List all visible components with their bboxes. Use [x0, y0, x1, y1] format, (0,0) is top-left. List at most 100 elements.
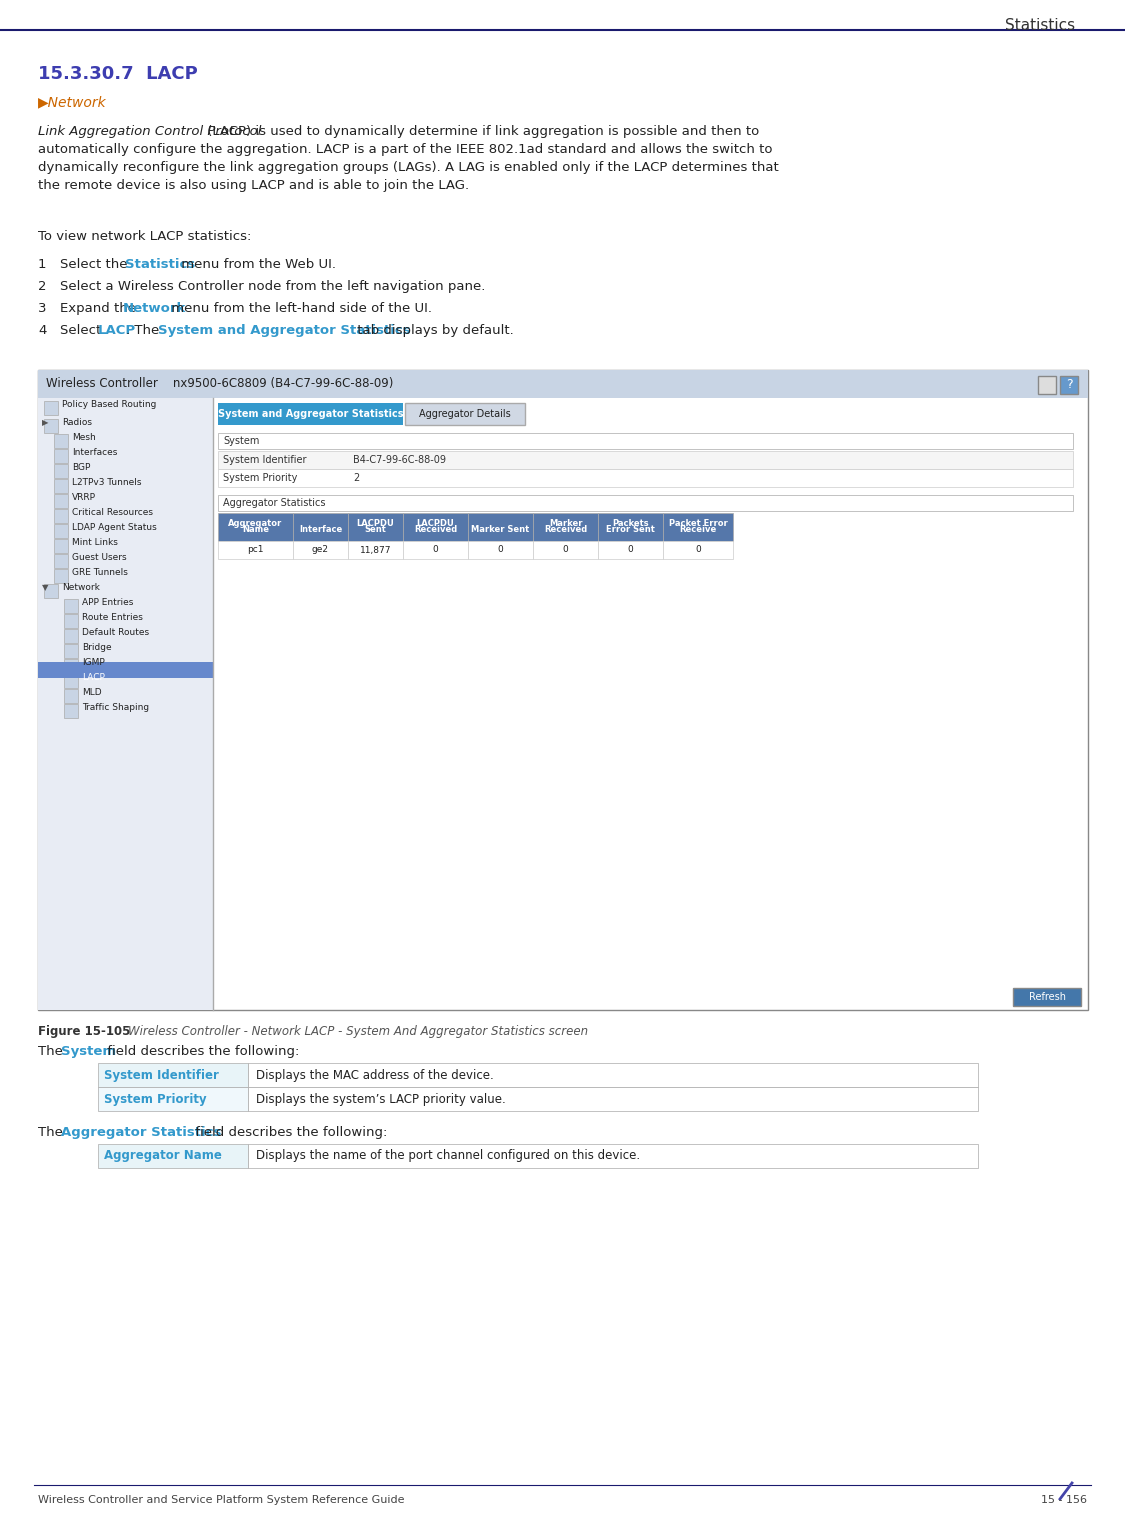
Bar — [403, 540, 468, 559]
Bar — [533, 540, 598, 559]
Text: Critical Resources: Critical Resources — [72, 509, 153, 518]
Text: ge2: ge2 — [312, 545, 328, 554]
Bar — [38, 370, 1088, 1009]
Text: Displays the name of the port channel configured on this device.: Displays the name of the port channel co… — [256, 1149, 640, 1163]
Bar — [248, 1145, 978, 1167]
Text: 0: 0 — [695, 545, 701, 554]
Bar — [468, 540, 533, 559]
Bar — [98, 1145, 248, 1167]
Bar — [44, 419, 58, 433]
Bar — [38, 370, 1088, 398]
Bar — [54, 493, 68, 509]
Text: The: The — [38, 1126, 68, 1138]
Bar — [218, 513, 292, 540]
Text: Wireless Controller    nx9500-6C8809 (B4-C7-99-6C-88-09): Wireless Controller nx9500-6C8809 (B4-C7… — [46, 378, 394, 390]
Text: Network: Network — [62, 583, 100, 592]
Bar — [54, 449, 68, 463]
Text: 4: 4 — [38, 323, 46, 337]
Text: Interfaces: Interfaces — [72, 448, 117, 457]
Text: Displays the system’s LACP priority value.: Displays the system’s LACP priority valu… — [256, 1093, 506, 1105]
Bar — [44, 401, 58, 414]
Bar — [54, 569, 68, 583]
Text: (LACP) is used to dynamically determine if link aggregation is possible and then: (LACP) is used to dynamically determine … — [202, 124, 759, 138]
Text: MLD: MLD — [82, 688, 101, 697]
Bar — [598, 513, 663, 540]
Bar — [64, 628, 78, 644]
Bar — [54, 509, 68, 524]
Bar — [98, 1087, 248, 1111]
Bar — [348, 513, 403, 540]
Text: Wireless Controller and Service Platform System Reference Guide: Wireless Controller and Service Platform… — [38, 1495, 405, 1504]
Bar — [64, 689, 78, 703]
Bar — [64, 704, 78, 718]
Bar — [54, 539, 68, 553]
Text: Aggregator Statistics: Aggregator Statistics — [223, 498, 325, 509]
Text: Aggregator Details: Aggregator Details — [420, 408, 511, 419]
Text: 2: 2 — [38, 279, 46, 293]
Text: ▶Network: ▶Network — [38, 96, 107, 109]
Bar — [218, 451, 1073, 469]
Bar — [403, 513, 468, 540]
Text: Aggregator Statistics: Aggregator Statistics — [61, 1126, 222, 1138]
Text: LACP: LACP — [82, 672, 105, 682]
Text: Select a Wireless Controller node from the left navigation pane.: Select a Wireless Controller node from t… — [60, 279, 485, 293]
Text: Bridge: Bridge — [82, 644, 111, 653]
Bar — [38, 398, 213, 1009]
Text: Statistics: Statistics — [1005, 18, 1076, 33]
Text: Displays the MAC address of the device.: Displays the MAC address of the device. — [256, 1069, 494, 1081]
Text: 3: 3 — [38, 302, 46, 316]
Text: System: System — [223, 436, 260, 446]
Bar — [663, 540, 734, 559]
Bar — [348, 540, 403, 559]
Text: LDAP Agent Status: LDAP Agent Status — [72, 524, 156, 531]
Text: Marker: Marker — [549, 519, 583, 528]
Bar — [218, 433, 1073, 449]
Text: System Priority: System Priority — [104, 1093, 207, 1105]
Text: pc1: pc1 — [248, 545, 263, 554]
Text: 2: 2 — [353, 474, 359, 483]
Bar — [54, 524, 68, 537]
Text: Packet Error: Packet Error — [668, 519, 728, 528]
Text: automatically configure the aggregation. LACP is a part of the IEEE 802.1ad stan: automatically configure the aggregation.… — [38, 143, 773, 156]
Text: System: System — [61, 1044, 116, 1058]
Bar — [1060, 376, 1078, 395]
Bar — [218, 495, 1073, 512]
Bar — [1038, 376, 1056, 395]
Text: Default Routes: Default Routes — [82, 628, 150, 638]
Text: Mint Links: Mint Links — [72, 537, 118, 546]
Text: GRE Tunnels: GRE Tunnels — [72, 568, 128, 577]
Text: LACP: LACP — [98, 323, 136, 337]
Text: LACPDU: LACPDU — [357, 519, 395, 528]
Text: Received: Received — [543, 525, 587, 534]
Bar — [54, 434, 68, 448]
Text: VRRP: VRRP — [72, 493, 96, 502]
Text: Link Aggregation Control Protocol: Link Aggregation Control Protocol — [38, 124, 261, 138]
Text: tab displays by default.: tab displays by default. — [353, 323, 514, 337]
Text: Figure 15-105: Figure 15-105 — [38, 1025, 138, 1038]
Bar — [468, 513, 533, 540]
Text: ▼: ▼ — [42, 583, 48, 592]
Text: Guest Users: Guest Users — [72, 553, 127, 562]
Text: Aggregator Name: Aggregator Name — [104, 1149, 222, 1163]
Text: Marker Sent: Marker Sent — [471, 525, 530, 534]
Bar — [218, 402, 403, 425]
Text: L2TPv3 Tunnels: L2TPv3 Tunnels — [72, 478, 142, 487]
Bar — [98, 1063, 248, 1087]
Text: ▶: ▶ — [42, 417, 48, 427]
Text: The: The — [38, 1044, 68, 1058]
Text: 1: 1 — [38, 258, 46, 272]
Text: Network: Network — [123, 302, 187, 316]
Text: Mesh: Mesh — [72, 433, 96, 442]
Text: 0: 0 — [497, 545, 503, 554]
Text: Wireless Controller - Network LACP - System And Aggregator Statistics screen: Wireless Controller - Network LACP - Sys… — [128, 1025, 588, 1038]
Text: Refresh: Refresh — [1028, 991, 1065, 1002]
Text: Receive: Receive — [680, 525, 717, 534]
Bar — [663, 513, 734, 540]
Bar — [292, 540, 348, 559]
Bar — [218, 540, 292, 559]
Text: System and Aggregator Statistics: System and Aggregator Statistics — [158, 323, 411, 337]
Text: 0: 0 — [628, 545, 633, 554]
Text: System Identifier: System Identifier — [104, 1069, 219, 1081]
Text: Expand the: Expand the — [60, 302, 141, 316]
Text: Interface: Interface — [299, 525, 342, 534]
